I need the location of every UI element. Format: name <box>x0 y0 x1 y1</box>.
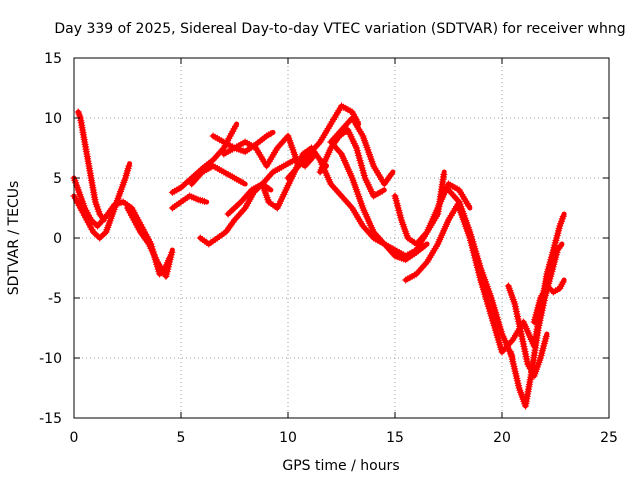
data-series-track-17 <box>327 138 430 264</box>
data-series-track-1 <box>74 108 107 223</box>
series-markers <box>402 200 462 284</box>
series-markers <box>124 204 176 280</box>
x-tick-label: 15 <box>386 430 404 446</box>
y-tick-label: -15 <box>39 411 62 427</box>
series-markers <box>316 156 418 260</box>
series-markers <box>530 278 567 326</box>
data-series-track-13 <box>284 102 362 182</box>
series-markers <box>316 126 386 200</box>
y-axis-label: SDTVAR / TECUs <box>6 181 22 296</box>
series-markers <box>504 282 550 380</box>
data-series <box>70 102 567 410</box>
series-markers <box>196 180 273 248</box>
data-series-track-20 <box>412 180 473 254</box>
x-axis-label: GPS time / hours <box>282 458 399 474</box>
axis-ticks: 0 5 10 15 20 25 -15 -10 -5 0 5 10 15 <box>39 51 618 446</box>
data-series-track-9 <box>220 132 302 170</box>
x-tick-label: 0 <box>70 430 79 446</box>
data-series-track-6 <box>168 192 210 212</box>
x-tick-label: 10 <box>279 430 297 446</box>
series-line <box>197 181 274 247</box>
x-tick-label: 5 <box>177 430 186 446</box>
data-series-track-24 <box>504 282 550 380</box>
series-markers <box>327 138 429 264</box>
data-series-track-22 <box>455 204 537 356</box>
data-series-track-26 <box>530 277 567 326</box>
chart-title: Day 339 of 2025, Sidereal Day-to-day VTE… <box>54 21 625 37</box>
data-series-track-16 <box>316 156 419 260</box>
series-markers <box>168 122 239 196</box>
series-markers <box>188 162 247 188</box>
series-markers <box>284 102 361 182</box>
y-tick-label: 10 <box>44 111 62 127</box>
y-tick-label: -5 <box>48 291 62 307</box>
data-series-track-4 <box>124 204 176 280</box>
y-tick-label: 15 <box>44 51 62 67</box>
data-series-track-5 <box>168 121 240 196</box>
series-line <box>169 121 240 195</box>
data-series-track-7 <box>188 162 248 188</box>
y-tick-label: 0 <box>53 231 62 247</box>
y-tick-label: -10 <box>39 351 62 367</box>
x-tick-label: 20 <box>493 430 511 446</box>
series-markers <box>220 132 302 170</box>
grid-lines <box>74 58 609 418</box>
series-markers <box>455 204 537 356</box>
x-tick-label: 25 <box>600 430 618 446</box>
y-tick-label: 5 <box>53 171 62 187</box>
data-series-track-10 <box>196 180 274 248</box>
series-markers <box>74 108 106 222</box>
series-line <box>317 157 419 259</box>
data-series-track-15 <box>327 114 396 188</box>
data-series-track-14 <box>316 126 387 200</box>
data-series-track-19 <box>402 199 462 284</box>
series-markers <box>168 192 208 212</box>
